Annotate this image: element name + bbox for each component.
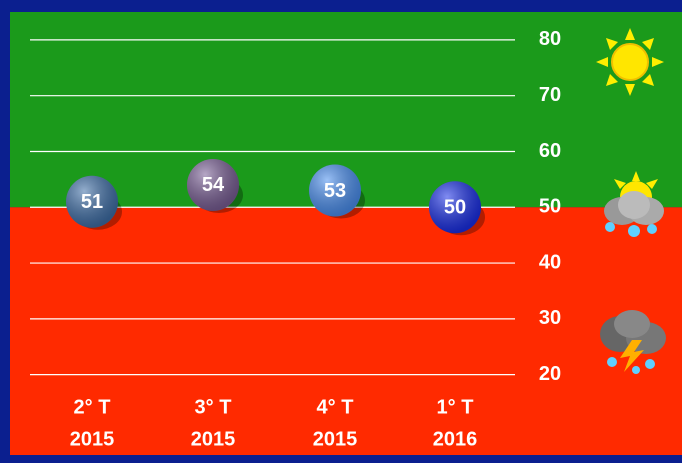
x-tick-label: 2015 [313, 428, 358, 450]
bubble-shine [429, 181, 481, 234]
y-tick-label: 80 [539, 28, 561, 50]
y-tick-label: 70 [539, 84, 561, 106]
y-tick-label: 20 [539, 363, 561, 385]
x-tick-label: 2015 [191, 428, 236, 450]
data-label: 51 [81, 191, 103, 213]
background-band [10, 207, 682, 455]
x-tick-label: 2015 [70, 428, 115, 450]
bubble-shine [309, 164, 361, 217]
y-tick-label: 60 [539, 140, 561, 162]
data-label: 54 [202, 174, 225, 196]
x-tick-label: 3° T [195, 396, 232, 418]
x-tick-label: 4° T [317, 396, 354, 418]
x-tick-label: 2016 [433, 428, 478, 450]
sun-icon [596, 28, 664, 96]
x-tick-label: 2° T [74, 396, 111, 418]
data-label: 53 [324, 180, 346, 202]
data-label: 50 [444, 197, 466, 219]
cloud-sun-icon [604, 171, 664, 237]
y-tick-label: 50 [539, 196, 561, 218]
bubble-shine [66, 175, 118, 228]
bubble-shine [187, 158, 239, 211]
y-tick-label: 40 [539, 251, 561, 273]
storm-icon [600, 310, 666, 374]
y-tick-label: 30 [539, 307, 561, 329]
x-tick-label: 1° T [437, 396, 474, 418]
